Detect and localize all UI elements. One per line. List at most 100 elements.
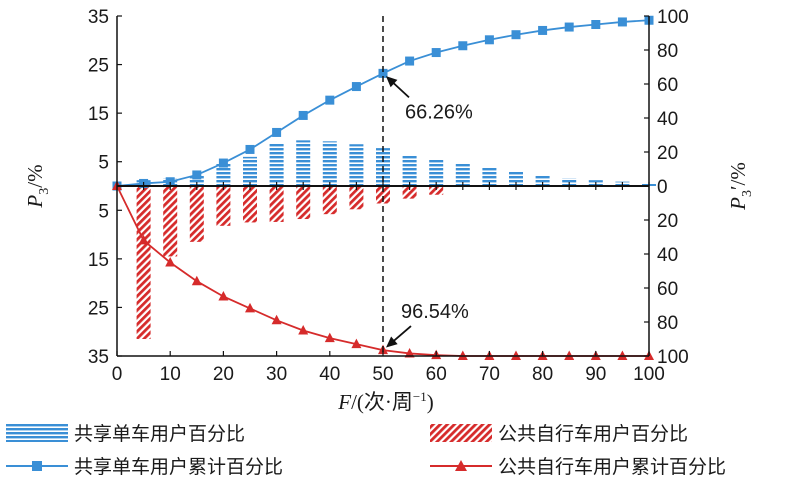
point-public-cum-20 bbox=[218, 291, 229, 301]
bar-shared-70 bbox=[482, 166, 497, 186]
annotation-arrow-head-1 bbox=[386, 336, 398, 348]
legend-marker-public-bike-cum bbox=[455, 460, 467, 471]
bar-shared-25 bbox=[243, 156, 257, 186]
x-tick-70: 70 bbox=[479, 364, 500, 385]
annotation-arrow-head-0 bbox=[385, 76, 398, 88]
x-tick-0: 0 bbox=[112, 364, 123, 385]
point-shared-cum-75 bbox=[511, 30, 521, 40]
point-public-cum-40 bbox=[324, 332, 335, 343]
y-axis-right-title: P3′/% bbox=[726, 162, 755, 211]
bar-shared-55 bbox=[402, 154, 417, 186]
point-shared-cum-95 bbox=[617, 17, 627, 27]
right-tick-top-40: 40 bbox=[657, 109, 678, 130]
x-tick-80: 80 bbox=[532, 364, 553, 385]
annotation-label-1: 96.54% bbox=[401, 301, 469, 323]
bar-shared-35 bbox=[296, 140, 311, 186]
legend-marker-shared-bike-cum bbox=[32, 461, 42, 471]
point-shared-cum-30 bbox=[272, 127, 282, 137]
point-shared-cum-35 bbox=[298, 110, 308, 120]
right-tick-top-0: 0 bbox=[657, 177, 668, 198]
bar-public-35 bbox=[296, 186, 311, 220]
bar-shared-65 bbox=[455, 162, 470, 186]
point-shared-cum-20 bbox=[218, 158, 228, 168]
point-shared-cum-70 bbox=[484, 35, 494, 45]
bar-shared-60 bbox=[429, 159, 444, 186]
legend: 共享单车用户百分比 公共自行车用户百分比 共享单车用户累计百分比 公共自行车用户… bbox=[6, 423, 726, 478]
legend-label-shared-bike-cum: 共享单车用户累计百分比 bbox=[74, 456, 283, 478]
point-shared-cum-90 bbox=[591, 20, 601, 29]
x-tick-30: 30 bbox=[266, 364, 287, 385]
x-tick-90: 90 bbox=[585, 364, 606, 385]
left-tick-bottom-35: 35 bbox=[88, 347, 109, 368]
point-shared-cum-85 bbox=[564, 22, 574, 32]
left-tick-top-5: 5 bbox=[98, 153, 109, 174]
bar-public-20 bbox=[216, 186, 231, 226]
point-shared-cum-45 bbox=[351, 82, 361, 92]
bar-shared-80 bbox=[535, 175, 550, 186]
x-tick-10: 10 bbox=[160, 364, 181, 385]
annotation-label-0: 66.26% bbox=[405, 101, 473, 123]
right-tick-bottom-80: 80 bbox=[657, 313, 678, 334]
right-tick-bottom-60: 60 bbox=[657, 279, 678, 300]
point-shared-cum-25 bbox=[245, 144, 255, 154]
left-tick-bottom-5: 5 bbox=[98, 201, 109, 222]
annotations-layer: 66.26% 96.54% bbox=[385, 76, 473, 348]
axes-layer: 0 10 20 30 40 50 60 70 80 90 100 35 25 15 5 5 15 25 35 100 8… bbox=[88, 7, 689, 385]
bars-layer bbox=[136, 140, 656, 339]
x-tick-20: 20 bbox=[213, 364, 234, 385]
bar-public-50 bbox=[376, 186, 390, 204]
bar-public-15 bbox=[189, 186, 204, 242]
point-shared-cum-65 bbox=[458, 41, 468, 51]
right-tick-bottom-100: 100 bbox=[657, 347, 689, 368]
point-shared-cum-55 bbox=[405, 56, 415, 66]
bar-shared-30 bbox=[269, 143, 284, 186]
point-public-cum-25 bbox=[245, 302, 255, 313]
bar-shared-20 bbox=[216, 163, 231, 186]
right-tick-bottom-40: 40 bbox=[657, 245, 678, 266]
left-tick-top-15: 15 bbox=[88, 104, 109, 125]
point-shared-cum-15 bbox=[192, 170, 202, 180]
point-public-cum-45 bbox=[351, 338, 362, 349]
annotation-arrow-line-1 bbox=[391, 325, 412, 343]
bar-public-5 bbox=[136, 186, 151, 339]
x-tick-100: 100 bbox=[633, 364, 665, 385]
left-tick-bottom-25: 25 bbox=[88, 298, 109, 319]
left-tick-bottom-15: 15 bbox=[88, 250, 109, 271]
bar-shared-75 bbox=[509, 171, 523, 186]
point-public-cum-10 bbox=[165, 257, 176, 267]
point-shared-cum-10 bbox=[165, 177, 175, 187]
point-shared-cum-60 bbox=[431, 48, 441, 58]
right-tick-top-100: 100 bbox=[657, 7, 689, 28]
x-tick-60: 60 bbox=[426, 364, 447, 385]
x-tick-50: 50 bbox=[372, 364, 393, 385]
bar-shared-45 bbox=[349, 144, 364, 186]
legend-swatch-public-bike-pct bbox=[430, 424, 492, 442]
legend-swatch-shared-bike-pct bbox=[6, 424, 68, 442]
point-shared-cum-50 bbox=[378, 68, 388, 78]
point-public-cum-5 bbox=[138, 234, 149, 245]
bar-public-25 bbox=[243, 186, 257, 223]
bar-shared-40 bbox=[322, 141, 337, 186]
left-tick-top-25: 25 bbox=[88, 56, 109, 77]
x-tick-40: 40 bbox=[319, 364, 340, 385]
bar-public-55 bbox=[402, 186, 417, 199]
annotation-arrow-line-0 bbox=[391, 80, 410, 99]
y-axis-left-title: P3/% bbox=[23, 164, 52, 208]
legend-label-public-bike-cum: 公共自行车用户累计百分比 bbox=[498, 456, 726, 478]
bar-public-30 bbox=[269, 186, 284, 222]
legend-label-shared-bike-pct: 共享单车用户百分比 bbox=[74, 423, 245, 445]
bar-public-40 bbox=[322, 186, 337, 215]
legend-item-shared-bike-cum: 共享单车用户累计百分比 bbox=[6, 456, 283, 478]
legend-item-public-bike-pct: 公共自行车用户百分比 bbox=[430, 423, 688, 445]
point-public-cum-30 bbox=[271, 314, 282, 325]
point-shared-cum-40 bbox=[325, 95, 335, 105]
point-public-cum-35 bbox=[298, 325, 309, 335]
left-tick-top-35: 35 bbox=[88, 7, 109, 28]
bar-shared-15 bbox=[189, 175, 204, 186]
right-tick-top-60: 60 bbox=[657, 75, 678, 96]
legend-item-public-bike-cum: 公共自行车用户累计百分比 bbox=[430, 456, 726, 478]
bar-public-10 bbox=[163, 186, 178, 257]
right-tick-top-20: 20 bbox=[657, 143, 678, 164]
right-tick-bottom-20: 20 bbox=[657, 211, 678, 232]
